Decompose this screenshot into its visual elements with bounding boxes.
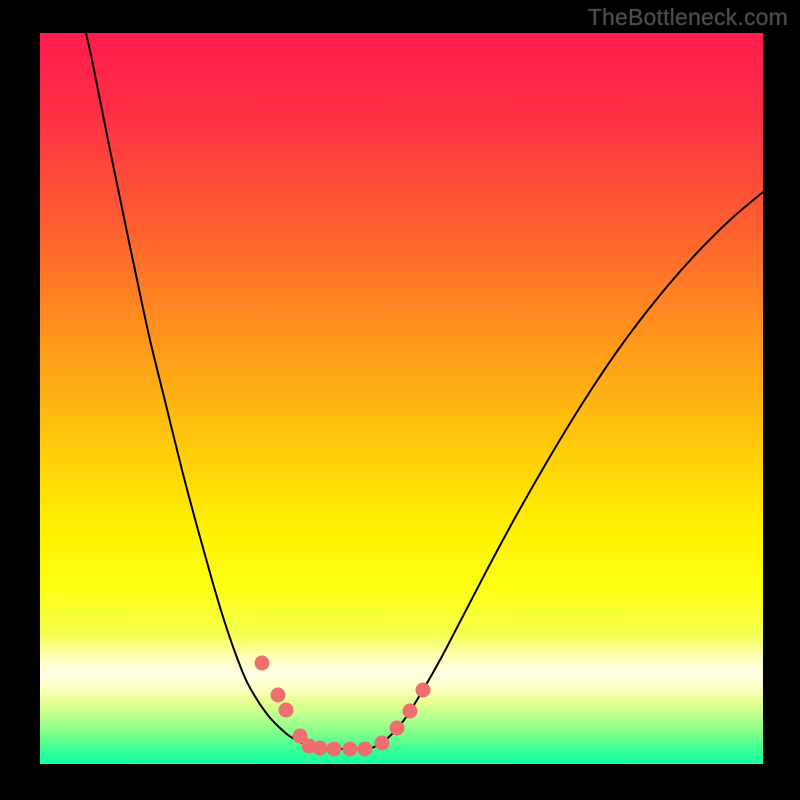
curve-marker xyxy=(255,656,270,671)
curve-marker xyxy=(279,703,294,718)
bottleneck-curve-chart xyxy=(0,0,800,800)
curve-marker xyxy=(271,688,286,703)
curve-marker xyxy=(343,742,358,757)
curve-marker xyxy=(403,704,418,719)
curve-markers xyxy=(255,656,431,757)
curve-marker xyxy=(358,742,373,757)
curve-marker xyxy=(327,742,342,757)
watermark-label: TheBottleneck.com xyxy=(588,4,788,31)
curve-marker xyxy=(390,721,405,736)
curve-marker xyxy=(375,736,390,751)
curve-marker xyxy=(416,683,431,698)
bottleneck-curve xyxy=(86,33,763,749)
curve-marker xyxy=(313,741,328,756)
